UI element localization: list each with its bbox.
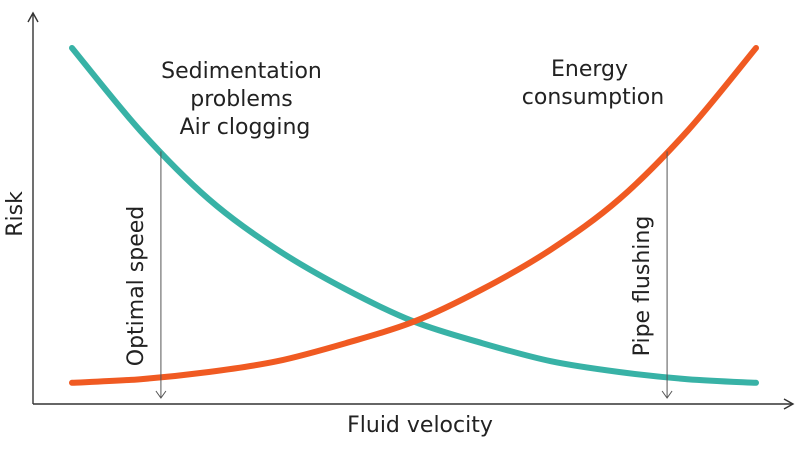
x-axis-arrow-icon: [783, 398, 795, 410]
optimal-speed-arrow-icon: [155, 390, 167, 399]
pipe-flushing-arrow-icon: [661, 390, 673, 399]
annotation-energy-line-2: consumption: [522, 85, 664, 110]
pipe-flushing-label: Pipe flushing: [630, 216, 655, 357]
optimal-speed-label: Optimal speed: [124, 206, 149, 367]
annotation-sedimentation-line-2: problems: [190, 87, 293, 112]
y-axis-label: Risk: [3, 191, 28, 237]
series-line-energy: [69, 45, 759, 386]
x-axis-label: Fluid velocity: [347, 413, 493, 438]
annotation-sedimentation-line-3: Air clogging: [180, 115, 311, 140]
annotation-energy: Energy consumption: [522, 57, 664, 110]
annotation-sedimentation: Sedimentation problems Air clogging: [161, 59, 329, 140]
annotation-energy-line-1: Energy: [551, 57, 628, 82]
y-axis-arrow-icon: [27, 11, 39, 23]
annotation-sedimentation-line-1: Sedimentation: [161, 59, 322, 84]
series-line-sedimentation: [69, 45, 759, 386]
